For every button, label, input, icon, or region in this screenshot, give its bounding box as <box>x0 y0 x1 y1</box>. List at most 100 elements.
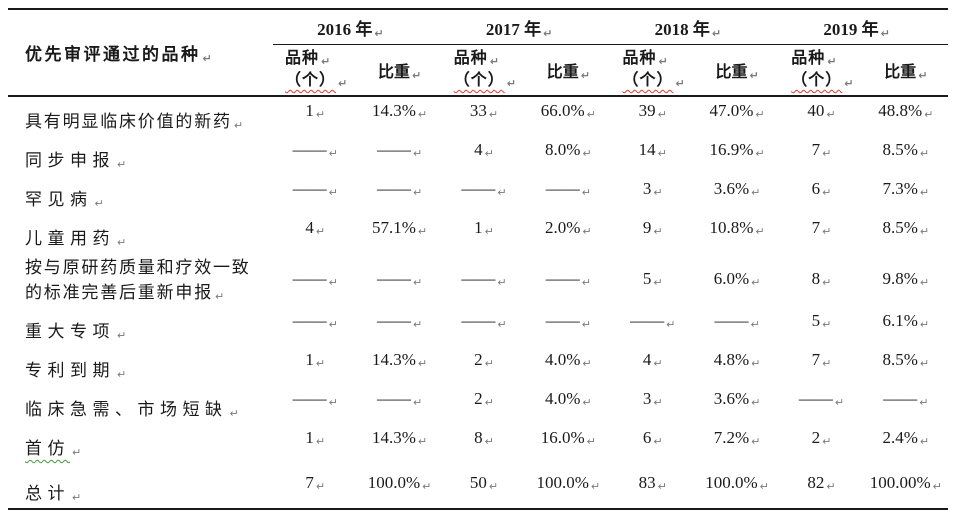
cell-value-text: 5 <box>642 269 652 288</box>
cell-value-text: 1 <box>474 218 483 237</box>
cell-value-text: 7 <box>811 218 821 237</box>
row-label-text: 同步申报 <box>25 151 115 170</box>
paragraph-mark-icon: ↵ <box>338 77 348 90</box>
row-label-text: 重大专项 <box>25 322 115 341</box>
cell-value-text: —— <box>376 389 411 408</box>
cell-value-text: 8.5% <box>882 140 918 159</box>
cell-value-text: 16.0% <box>540 428 585 447</box>
cell-value: —— ↵ <box>357 175 441 214</box>
cell-value: 8.5% ↵ <box>864 346 948 385</box>
cell-value: 8 ↵ <box>442 424 526 463</box>
cell-value: 9 ↵ <box>611 214 695 253</box>
cell-value: 8.5% ↵ <box>864 136 948 175</box>
cell-value: —— ↵ <box>442 253 526 307</box>
paragraph-mark-icon: ↵ <box>497 318 507 331</box>
paragraph-mark-icon: ↵ <box>412 186 423 199</box>
year-header-2019: 2019 年 ↵ <box>779 9 948 45</box>
cell-value: 7.3% ↵ <box>864 175 948 214</box>
paragraph-mark-icon: ↵ <box>919 225 930 238</box>
cell-value-text: 3 <box>642 389 652 408</box>
paragraph-mark-icon: ↵ <box>826 480 836 493</box>
paragraph-mark-icon: ↵ <box>586 108 596 121</box>
paragraph-mark-icon: ↵ <box>412 147 423 160</box>
cell-value: 4.0% ↵ <box>526 385 610 424</box>
paragraph-mark-icon: ↵ <box>202 52 212 65</box>
cell-value: 3 ↵ <box>611 175 695 214</box>
cell-value: 2.0% ↵ <box>526 214 610 253</box>
cell-value-text: 82 <box>807 473 825 492</box>
cell-value-text: —— <box>376 140 411 159</box>
cell-value: 1 ↵ <box>273 96 357 136</box>
cell-value-text: 4.8% <box>713 350 750 369</box>
table-row: 重大专项 ↵ —— ↵ —— ↵ —— ↵ —— ↵ —— ↵ —— ↵ 5 ↵ 6.1% ↵ <box>8 307 948 346</box>
paragraph-mark-icon: ↵ <box>72 491 82 504</box>
paragraph-mark-icon: ↵ <box>918 69 928 82</box>
cell-value-text: 9 <box>642 218 652 237</box>
row-label: 临床急需、市场短缺 ↵ <box>8 385 273 424</box>
cell-value-text: 47.0% <box>709 101 754 120</box>
cell-value: 16.0% ↵ <box>526 424 610 463</box>
row-label: 按与原研药质量和疗效一致 的标准完善后重新申报 ↵ <box>8 253 273 307</box>
line-break-mark-icon: ↵ <box>827 55 837 68</box>
year-label: 2016 年 <box>317 19 373 39</box>
paragraph-mark-icon: ↵ <box>919 276 930 289</box>
cell-value-text: 33 <box>469 101 487 120</box>
cell-value-text: 16.9% <box>709 140 754 159</box>
cell-value-text: —— <box>545 269 580 288</box>
row-label: 重大专项 ↵ <box>8 307 273 346</box>
row-label-text: 的标准完善后重新申报 <box>25 283 213 302</box>
paragraph-mark-icon: ↵ <box>411 69 422 82</box>
cell-value-text: 3.6% <box>713 179 750 198</box>
count-unit-label: （个） <box>453 72 505 89</box>
cell-value-text: 2.0% <box>544 218 581 237</box>
paragraph-mark-icon: ↵ <box>822 435 832 448</box>
cell-value: 14 ↵ <box>611 136 695 175</box>
cell-value-text: 6 <box>642 428 652 447</box>
cell-value-text: 14 <box>638 140 656 159</box>
cell-value-text: 8 <box>474 428 483 447</box>
cell-value: 1 ↵ <box>442 214 526 253</box>
paragraph-mark-icon: ↵ <box>422 480 432 493</box>
paragraph-mark-icon: ↵ <box>315 435 326 448</box>
paragraph-mark-icon: ↵ <box>229 407 239 420</box>
table-row: 专利到期 ↵ 1 ↵ 14.3% ↵ 2 ↵ 4.0% ↵ 4 ↵ 4.8% ↵ 7 ↵ 8.5% ↵ <box>8 346 948 385</box>
paragraph-mark-icon: ↵ <box>412 396 423 409</box>
paragraph-mark-icon: ↵ <box>484 357 494 370</box>
paragraph-mark-icon: ↵ <box>822 147 832 160</box>
paragraph-mark-icon: ↵ <box>328 147 338 160</box>
cell-value: 8.5% ↵ <box>864 214 948 253</box>
paragraph-mark-icon: ↵ <box>751 357 761 370</box>
cell-value: 2 ↵ <box>779 424 863 463</box>
subheader-row: 品种 ↵ （个） ↵ 比重 ↵ 品种 ↵ （个） ↵ 比重 ↵ 品种 ↵ （个） ↵ 比重 ↵ 品… <box>8 44 948 97</box>
year-label: 2019 年 <box>823 19 879 39</box>
cell-value: 3.6% ↵ <box>695 175 779 214</box>
paragraph-mark-icon: ↵ <box>675 77 685 90</box>
count-label: 品种 <box>622 50 657 67</box>
row-label-text: 临床急需、市场短缺 <box>25 400 228 419</box>
cell-value: 48.8% ↵ <box>864 96 948 136</box>
cell-value-text: —— <box>461 311 496 330</box>
paragraph-mark-icon: ↵ <box>755 225 765 238</box>
paragraph-mark-icon: ↵ <box>374 26 384 40</box>
cell-value-text: 1 <box>305 101 314 120</box>
cell-value-text: 5 <box>811 311 821 330</box>
paragraph-mark-icon: ↵ <box>417 357 428 370</box>
cell-value-text: 4 <box>642 350 652 369</box>
cell-value-text: —— <box>798 389 833 408</box>
row-label-text: 首仿 <box>25 439 70 458</box>
paragraph-mark-icon: ↵ <box>315 108 326 121</box>
cell-value: —— ↵ <box>273 175 357 214</box>
year-label: 2018 年 <box>654 19 710 39</box>
cell-value: —— ↵ <box>357 136 441 175</box>
cell-value-text: —— <box>630 311 665 330</box>
cell-value: 7.2% ↵ <box>695 424 779 463</box>
paragraph-mark-icon: ↵ <box>215 290 225 303</box>
row-label: 同步申报 ↵ <box>8 136 273 175</box>
row-label-text: 按与原研药质量和疗效一致 <box>25 258 251 277</box>
cell-value-text: 2 <box>474 350 483 369</box>
share-label: 比重 <box>377 64 410 81</box>
cell-value-text: 100.00% <box>869 473 931 492</box>
paragraph-mark-icon: ↵ <box>328 276 338 289</box>
paragraph-mark-icon: ↵ <box>497 186 507 199</box>
